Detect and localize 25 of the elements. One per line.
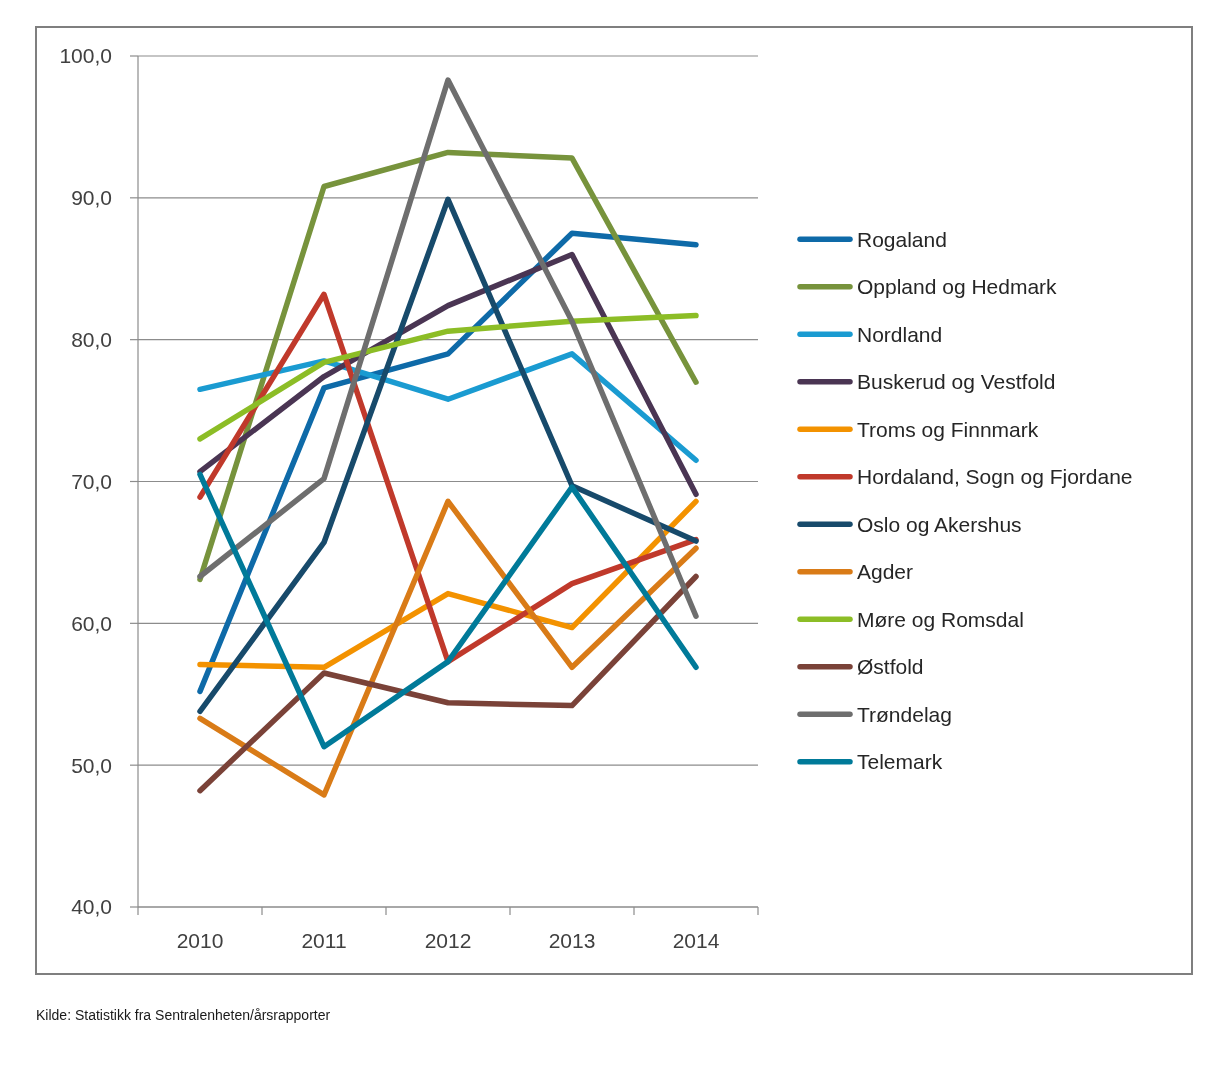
legend-label: Nordland bbox=[857, 322, 943, 346]
text: Kilde: Statistikk fra Sentralenheten/årsrapporter bbox=[36, 1007, 331, 1023]
x-tick-label: 2013 bbox=[548, 929, 596, 953]
legend-label: Østfold bbox=[857, 655, 924, 679]
y-tick-label: 60,0 bbox=[71, 611, 112, 635]
legend-label: Møre og Romsdal bbox=[857, 607, 1024, 631]
x-tick-label: 2011 bbox=[301, 929, 347, 953]
x-tick-label: 2012 bbox=[424, 929, 472, 953]
legend-label: Hordaland, Sogn og Fjordane bbox=[857, 465, 1133, 489]
y-tick-label: 80,0 bbox=[71, 328, 112, 352]
legend-label: Rogaland bbox=[857, 227, 947, 251]
legend-label: Agder bbox=[857, 560, 914, 584]
x-tick-label: 2010 bbox=[176, 929, 224, 953]
y-tick-label: 40,0 bbox=[71, 895, 112, 919]
y-tick-label: 100,0 bbox=[59, 44, 112, 68]
y-tick-label: 90,0 bbox=[71, 186, 112, 210]
legend-label: Buskerud og Vestfold bbox=[857, 370, 1056, 394]
legend-label: Oslo og Akershus bbox=[857, 512, 1022, 536]
y-tick-label: 70,0 bbox=[71, 469, 112, 493]
y-tick-label: 50,0 bbox=[71, 753, 112, 777]
x-tick-label: 2014 bbox=[672, 929, 720, 953]
legend-label: Telemark bbox=[857, 750, 943, 774]
legend-label: Trøndelag bbox=[857, 702, 952, 726]
legend-label: Troms og Finnmark bbox=[857, 417, 1039, 441]
legend-label: Oppland og Hedmark bbox=[857, 275, 1058, 299]
